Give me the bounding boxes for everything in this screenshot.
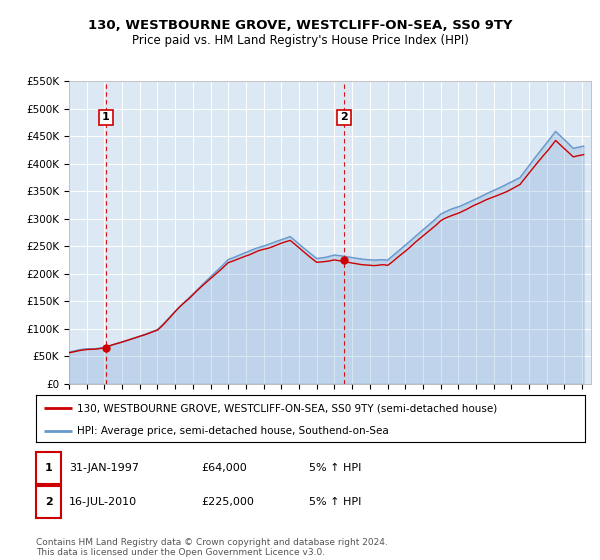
Text: 1: 1 <box>102 113 110 123</box>
Text: 5% ↑ HPI: 5% ↑ HPI <box>309 463 361 473</box>
Text: Contains HM Land Registry data © Crown copyright and database right 2024.
This d: Contains HM Land Registry data © Crown c… <box>36 538 388 557</box>
Text: 2: 2 <box>340 113 348 123</box>
Text: 130, WESTBOURNE GROVE, WESTCLIFF-ON-SEA, SS0 9TY: 130, WESTBOURNE GROVE, WESTCLIFF-ON-SEA,… <box>88 18 512 32</box>
Text: £225,000: £225,000 <box>201 497 254 507</box>
Text: 2: 2 <box>45 497 52 507</box>
Text: £64,000: £64,000 <box>201 463 247 473</box>
Text: 31-JAN-1997: 31-JAN-1997 <box>69 463 139 473</box>
Text: Price paid vs. HM Land Registry's House Price Index (HPI): Price paid vs. HM Land Registry's House … <box>131 34 469 47</box>
Text: 130, WESTBOURNE GROVE, WESTCLIFF-ON-SEA, SS0 9TY (semi-detached house): 130, WESTBOURNE GROVE, WESTCLIFF-ON-SEA,… <box>77 403 497 413</box>
Text: 16-JUL-2010: 16-JUL-2010 <box>69 497 137 507</box>
Text: 1: 1 <box>45 463 52 473</box>
Text: HPI: Average price, semi-detached house, Southend-on-Sea: HPI: Average price, semi-detached house,… <box>77 426 389 436</box>
Text: 5% ↑ HPI: 5% ↑ HPI <box>309 497 361 507</box>
